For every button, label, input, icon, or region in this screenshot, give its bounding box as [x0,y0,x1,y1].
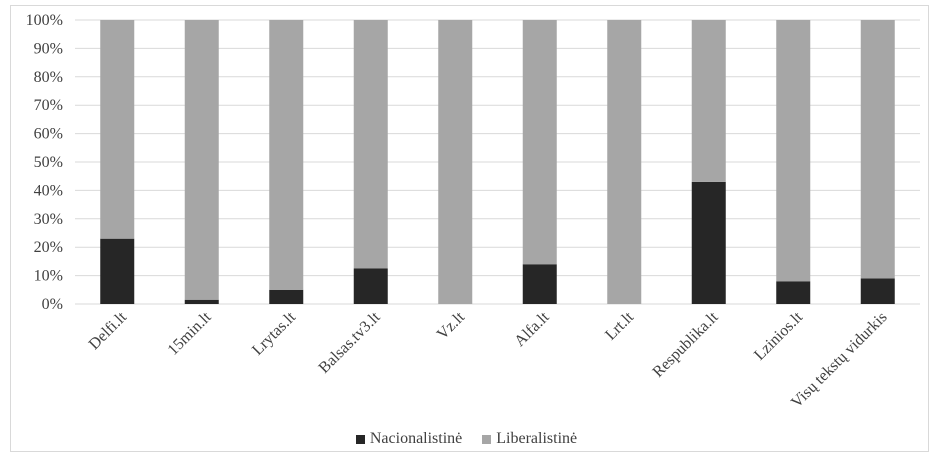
legend-swatch-liberalistine [482,434,492,444]
x-category-label: Alfa.lt [511,308,553,350]
y-tick-label: 10% [34,268,63,285]
bar-liberalistine [607,20,642,304]
x-category-label: Lrytas.lt [249,308,299,358]
legend-item-nacionalistine: Nacionalistinė [355,430,463,448]
y-tick-label: 70% [34,97,63,114]
bar-liberalistine [353,20,388,269]
y-tick-label: 30% [34,211,63,228]
bar-nacionalistine [353,268,388,304]
bar-liberalistine [184,20,219,300]
bar-liberalistine [860,20,895,279]
x-category-label: Balsas.tv3.lt [316,308,384,376]
bar-nacionalistine [522,264,557,304]
x-category-label: Lrt.lt [602,308,637,343]
bar-liberalistine [691,20,726,182]
y-tick-label: 20% [34,239,63,256]
y-tick-label: 80% [34,69,63,86]
y-tick-label: 100% [26,12,63,29]
y-tick-label: 0% [42,296,63,313]
y-tick-label: 60% [34,126,63,143]
x-category-label: Delfi.lt [86,308,131,353]
bar-liberalistine [269,20,304,290]
y-tick-label: 40% [34,182,63,199]
bar-liberalistine [100,20,135,239]
bar-nacionalistine [776,281,811,304]
bar-nacionalistine [100,238,135,304]
bar-liberalistine [776,20,811,282]
x-category-label: Vz.lt [434,308,469,343]
x-category-label: Visų tekstų vidurkis [788,309,890,411]
bar-nacionalistine [860,278,895,304]
legend-swatch-nacionalistine [355,434,365,444]
legend-label-nacionalistine: Nacionalistinė [369,430,463,447]
chart-legend: Nacionalistinė Liberalistinė [0,430,933,449]
legend-label-liberalistine: Liberalistinė [496,430,578,447]
bar-liberalistine [438,20,473,304]
bar-nacionalistine [269,289,304,304]
x-category-label: 15min.lt [165,308,215,358]
bar-liberalistine [522,20,557,265]
legend-item-liberalistine: Liberalistinė [482,430,577,448]
bar-nacionalistine [691,181,726,304]
y-tick-label: 50% [34,154,63,171]
x-category-label: Lzinios.lt [751,308,806,363]
bar-nacionalistine [184,299,219,304]
y-tick-label: 90% [34,40,63,57]
x-category-label: Respublika.lt [650,308,722,380]
